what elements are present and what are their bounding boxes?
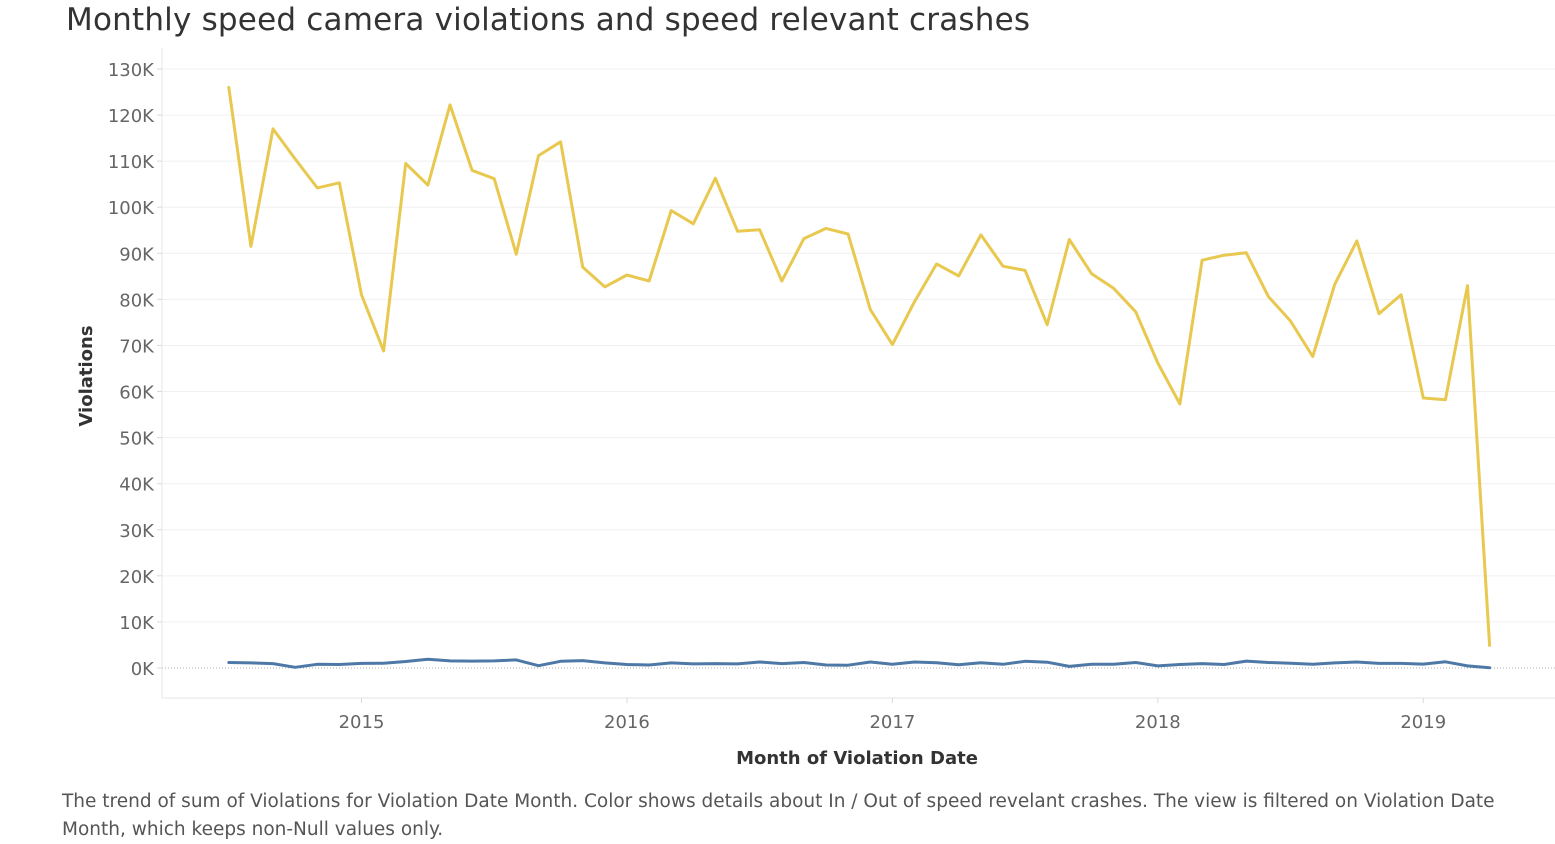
gridlines xyxy=(162,68,1555,669)
x-tick-label: 2018 xyxy=(1135,712,1181,733)
line-chart: 0K 10K 20K 30K 40K 50K 60K 70K 80K 90K 100K 110K 120… xyxy=(76,48,1555,769)
y-tick-label: 50K xyxy=(119,429,155,450)
chart-caption: The trend of sum of Violations for Viola… xyxy=(62,791,1495,840)
y-tick-label: 110K xyxy=(108,152,155,173)
x-tick-label: 2015 xyxy=(339,712,385,733)
chart-title: Monthly speed camera violations and spee… xyxy=(66,2,1031,38)
y-tick-label: 100K xyxy=(108,198,155,219)
x-axis-label: Month of Violation Date xyxy=(736,748,978,769)
y-tick-label: 20K xyxy=(119,567,155,588)
x-tick-label: 2016 xyxy=(604,712,650,733)
y-tick-label: 130K xyxy=(108,60,155,81)
y-tick-label: 120K xyxy=(108,106,155,127)
y-tick-label: 70K xyxy=(119,336,155,357)
axes: 0K 10K 20K 30K 40K 50K 60K 70K 80K 90K 100K 110K 120… xyxy=(108,48,1555,733)
y-axis-label: Violations xyxy=(76,325,97,426)
y-tick-label: 30K xyxy=(119,521,155,542)
x-tick-label: 2017 xyxy=(869,712,915,733)
y-tick-label: 60K xyxy=(119,383,155,404)
y-tick-label: 80K xyxy=(119,290,155,311)
y-tick-label: 0K xyxy=(131,659,155,680)
series-line-yellow[interactable] xyxy=(227,85,1492,647)
y-tick-label: 40K xyxy=(119,475,155,496)
series-line-blue[interactable] xyxy=(227,657,1492,670)
y-tick-label: 90K xyxy=(119,244,155,265)
y-tick-label: 10K xyxy=(119,613,155,634)
x-tick-label: 2019 xyxy=(1400,712,1446,733)
series-lines[interactable] xyxy=(227,85,1492,670)
